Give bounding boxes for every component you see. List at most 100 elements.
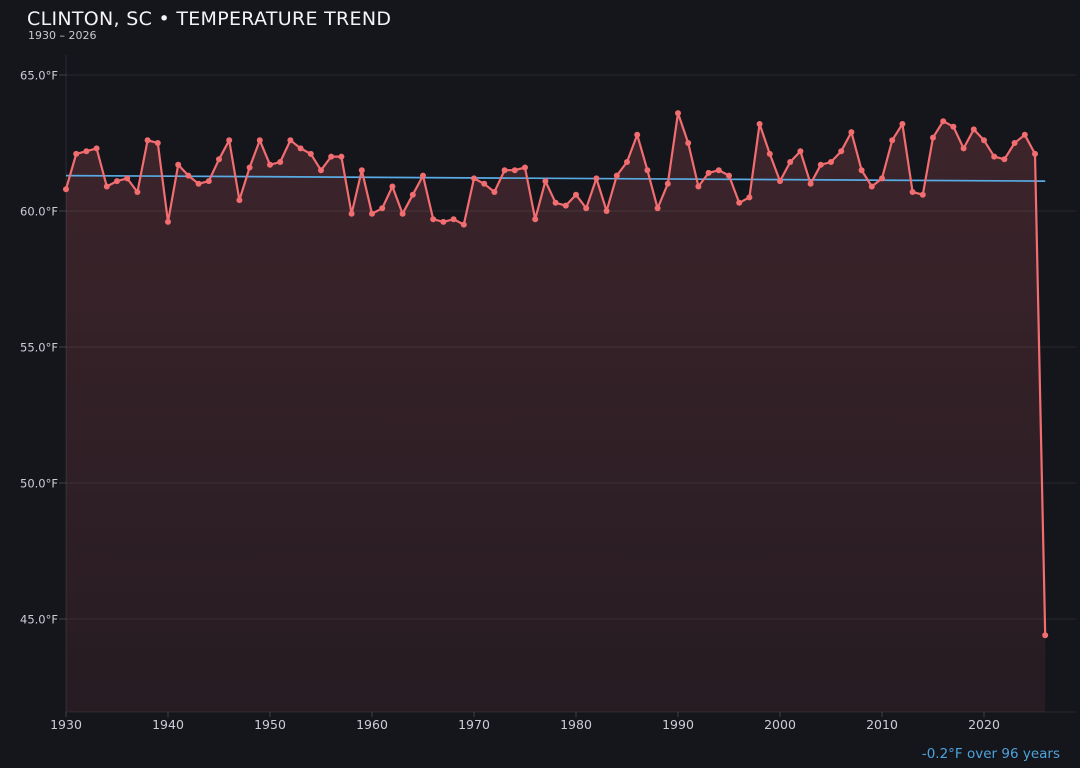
data-point: [450, 216, 457, 223]
data-point: [358, 167, 365, 174]
data-point: [1021, 131, 1028, 138]
data-point: [256, 137, 263, 144]
data-point: [175, 161, 182, 168]
data-point: [879, 175, 885, 182]
x-tick-label: 1970: [458, 717, 490, 732]
data-point: [338, 153, 345, 160]
data-point: [460, 221, 467, 228]
data-point: [1032, 150, 1038, 157]
data-point: [695, 183, 702, 190]
data-point: [399, 210, 406, 217]
data-point: [389, 183, 396, 190]
data-point: [205, 178, 212, 185]
data-point: [369, 210, 375, 217]
data-point: [991, 153, 998, 160]
data-point: [593, 175, 600, 182]
data-point: [522, 164, 528, 171]
data-point: [777, 178, 783, 185]
data-point: [624, 159, 630, 165]
page-subtitle: 1930 – 2026: [28, 29, 97, 42]
data-point: [144, 137, 151, 144]
data-point: [246, 164, 253, 171]
data-point: [838, 148, 845, 155]
data-point: [634, 131, 641, 138]
data-point: [807, 180, 814, 187]
y-tick-label: 65.0°F: [20, 69, 58, 83]
data-point: [675, 110, 681, 117]
y-tick-label: 60.0°F: [20, 205, 58, 219]
data-point: [532, 216, 539, 223]
data-point: [603, 208, 610, 214]
x-tick-label: 2010: [866, 717, 898, 732]
data-point: [970, 126, 977, 133]
y-tick-label: 50.0°F: [20, 477, 58, 491]
data-point: [940, 118, 947, 125]
data-point: [471, 175, 477, 182]
data-point: [909, 189, 916, 195]
data-point: [583, 205, 590, 212]
data-point: [858, 167, 865, 174]
x-tick-label: 1980: [560, 717, 592, 732]
data-point: [491, 189, 498, 195]
data-point: [787, 159, 794, 165]
data-point: [124, 175, 131, 182]
data-point: [307, 150, 314, 157]
data-point: [848, 129, 855, 136]
data-point: [552, 199, 559, 206]
data-point: [277, 159, 284, 165]
data-point: [154, 140, 161, 146]
data-point: [216, 156, 222, 163]
x-tick-label: 1930: [50, 717, 82, 732]
x-tick-label: 2020: [968, 717, 1000, 732]
data-point: [664, 180, 671, 187]
data-point: [114, 178, 120, 185]
data-point: [379, 205, 386, 212]
data-point: [430, 216, 437, 223]
data-point: [236, 197, 243, 204]
y-tick-label: 55.0°F: [20, 341, 58, 355]
data-point: [420, 172, 426, 179]
data-point: [950, 123, 957, 130]
data-point: [797, 148, 804, 155]
data-point: [746, 194, 753, 201]
data-point: [736, 199, 743, 206]
data-point: [726, 172, 732, 179]
data-point: [766, 150, 773, 157]
data-point: [981, 137, 987, 144]
data-point: [542, 178, 549, 185]
page-title: CLINTON, SC • TEMPERATURE TREND: [27, 8, 392, 30]
x-tick-label: 1950: [254, 717, 286, 732]
y-tick-label: 45.0°F: [20, 613, 58, 627]
data-point: [705, 169, 712, 176]
data-point: [63, 186, 69, 193]
data-point: [685, 140, 692, 146]
data-point: [134, 189, 141, 195]
data-point: [919, 191, 926, 198]
data-point: [613, 172, 620, 179]
data-point: [328, 153, 335, 160]
data-point: [511, 167, 518, 174]
data-point: [562, 202, 569, 209]
data-point: [103, 183, 110, 190]
data-point: [501, 167, 508, 174]
data-point: [930, 134, 936, 141]
data-point: [756, 121, 763, 127]
data-point: [715, 167, 722, 174]
data-point: [73, 150, 80, 157]
data-point: [644, 167, 651, 174]
data-point: [93, 145, 100, 152]
data-point: [817, 161, 824, 168]
data-point: [226, 137, 233, 144]
data-point: [960, 145, 967, 152]
data-point: [1001, 156, 1008, 163]
data-point: [409, 191, 416, 198]
data-point: [165, 218, 171, 225]
x-tick-label: 2000: [764, 717, 796, 732]
data-point: [297, 145, 304, 152]
data-point: [195, 180, 202, 187]
data-point: [348, 210, 355, 217]
data-point: [828, 159, 834, 165]
x-tick-label: 1960: [356, 717, 388, 732]
